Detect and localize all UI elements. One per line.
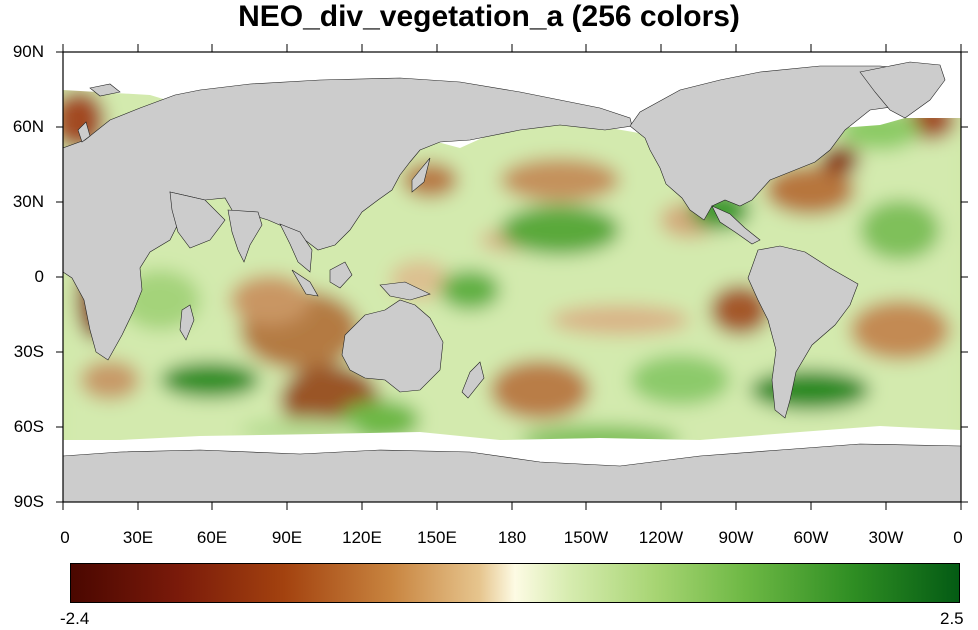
x-tick-label-0-east: 0 (953, 528, 963, 547)
land-japan (411, 157, 431, 193)
colorbar-max-label: 2.5 (940, 609, 964, 628)
land-india (227, 209, 263, 263)
x-tick-label-150w: 150W (563, 528, 609, 547)
land-madagascar (179, 304, 195, 341)
x-tick-label-90e: 90E (271, 528, 303, 547)
land-arabia (169, 191, 226, 249)
land-se-asia (279, 223, 313, 273)
land-masses (63, 61, 961, 502)
x-tick-label-30e: 30E (122, 528, 154, 547)
x-tick-label-120w: 120W (638, 528, 684, 547)
land-south-america (747, 245, 859, 419)
land-iceland (89, 83, 121, 97)
y-tick-label-90s: 90S (13, 492, 44, 511)
x-tick-label-30w: 30W (868, 528, 904, 547)
land-greenland (859, 61, 946, 119)
y-tick-label-0: 0 (34, 267, 44, 286)
y-tick-label-60s: 60S (13, 417, 44, 436)
y-tick-label-30n: 30N (12, 192, 44, 211)
y-tick-label-30s: 30S (13, 342, 44, 361)
land-new-guinea (379, 281, 431, 301)
land-eurasia-africa (63, 77, 633, 361)
land-central-america (711, 205, 761, 245)
land-uk (77, 121, 91, 143)
x-tick-label-90w: 90W (718, 528, 754, 547)
land-borneo (329, 261, 353, 289)
land-australia (341, 299, 444, 393)
x-tick-label-60w: 60W (793, 528, 829, 547)
x-tick-label-60e: 60E (196, 528, 228, 547)
land-new-zealand (461, 361, 485, 399)
colorbar (70, 563, 960, 603)
land-north-america (629, 65, 936, 221)
y-tick-label-60n: 60N (12, 117, 44, 136)
x-tick-label-0: 0 (60, 528, 70, 547)
land-sumatra (291, 269, 319, 297)
x-tick-label-120e: 120E (342, 528, 382, 547)
land-antarctica (63, 443, 961, 502)
axis-ticks (56, 44, 968, 510)
map-title: NEO_div_vegetation_a (256 colors) (238, 0, 740, 33)
x-tick-label-150e: 150E (417, 528, 457, 547)
colorbar-min-label: -2.4 (60, 609, 90, 628)
y-tick-label-90n: 90N (12, 42, 44, 61)
x-tick-label-180: 180 (497, 528, 527, 547)
